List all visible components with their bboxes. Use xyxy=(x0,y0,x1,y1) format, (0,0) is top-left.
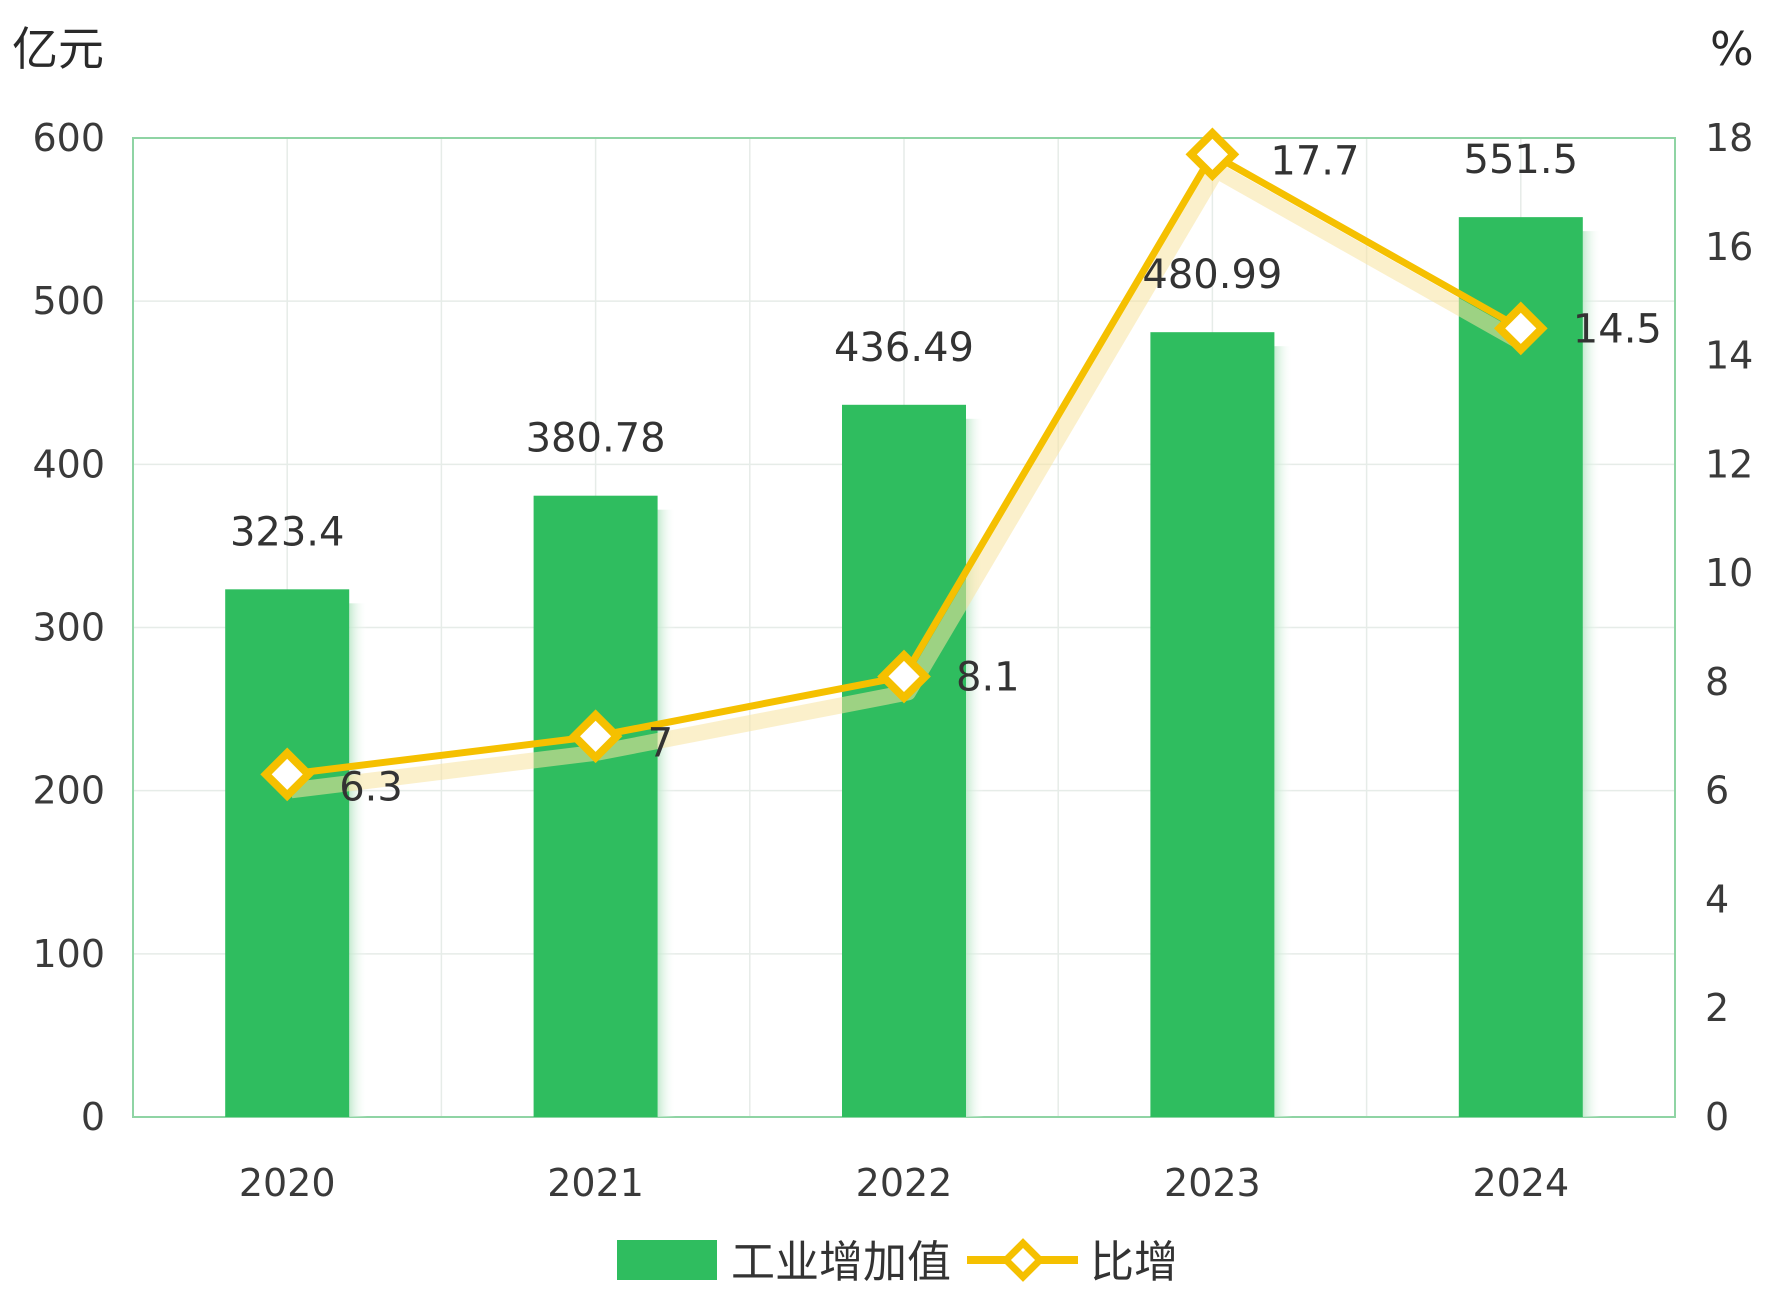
bar-2024 xyxy=(1458,217,1583,1117)
right-axis-tick-label: 4 xyxy=(1705,877,1729,921)
left-axis-tick-label: 100 xyxy=(32,932,105,976)
left-axis-tick-label: 200 xyxy=(32,769,105,813)
legend-line-marker xyxy=(1001,1238,1045,1282)
x-axis-tick-label: 2022 xyxy=(856,1161,953,1205)
left-axis-unit: 亿元 xyxy=(12,22,104,76)
x-axis-tick-label: 2020 xyxy=(239,1161,336,1205)
line-value-label: 8.1 xyxy=(956,654,1020,700)
bar-value-label: 480.99 xyxy=(1142,252,1282,298)
bar-series xyxy=(225,217,1601,1117)
left-axis-tick-label: 500 xyxy=(32,279,105,323)
left-axis-tick-label: 600 xyxy=(32,116,105,160)
line-value-label: 17.7 xyxy=(1270,138,1359,184)
right-axis-tick-label: 18 xyxy=(1705,116,1753,160)
bar-shadow xyxy=(966,418,984,1117)
data-labels: 323.4 380.78 436.49 480.99 551.5 6.3 7 8.1 17.7 1… xyxy=(230,137,1662,810)
x-axis-tick-label: 2021 xyxy=(547,1161,644,1205)
legend-line-label: 比增 xyxy=(1090,1237,1178,1288)
bar-value-label: 380.78 xyxy=(526,416,666,462)
right-axis-tick-label: 10 xyxy=(1705,551,1753,595)
line-point-2024 xyxy=(1493,301,1548,356)
bar-shadow xyxy=(349,603,368,1117)
right-axis-tick-label: 2 xyxy=(1705,986,1729,1030)
right-axis-tick-label: 0 xyxy=(1705,1095,1729,1139)
right-axis-tick-label: 8 xyxy=(1705,660,1729,704)
line-point-2022 xyxy=(877,649,931,704)
bar-value-label: 551.5 xyxy=(1464,137,1579,183)
bar-shadow xyxy=(657,509,676,1117)
bar-value-label: 436.49 xyxy=(834,325,974,371)
bar-2023 xyxy=(1150,332,1275,1117)
bar-value-label: 323.4 xyxy=(230,509,345,555)
legend-bar-swatch xyxy=(617,1240,717,1280)
line-point-2023 xyxy=(1185,127,1240,182)
line-value-label: 7 xyxy=(648,720,673,766)
line-point-2020 xyxy=(260,747,315,802)
left-axis-tick-label: 300 xyxy=(32,606,105,650)
bar-2022 xyxy=(842,404,966,1117)
bar-2020 xyxy=(225,589,350,1117)
right-axis-unit: % xyxy=(1710,22,1754,76)
bar-2021 xyxy=(533,495,658,1117)
legend: 工业增加值 比增 xyxy=(617,1237,1178,1288)
left-axis-tick-label: 0 xyxy=(81,1095,105,1139)
right-axis-tick-label: 6 xyxy=(1705,769,1729,813)
legend-bar-label: 工业增加值 xyxy=(731,1237,951,1288)
right-axis-tick-label: 12 xyxy=(1705,442,1753,486)
bar-shadow xyxy=(1274,346,1293,1117)
left-axis-tick-label: 400 xyxy=(32,442,105,486)
line-value-label: 14.5 xyxy=(1573,306,1662,352)
bar-shadow xyxy=(1582,231,1601,1117)
line-point-2021 xyxy=(568,709,623,764)
axes: 亿元 % 0 100 200 300 400 500 600 0 2 4 6 8 10 12 14 16 18 2… xyxy=(12,22,1754,1205)
x-axis-tick-label: 2023 xyxy=(1164,1161,1261,1205)
line-series xyxy=(260,127,1548,802)
line-value-label: 6.3 xyxy=(339,764,403,810)
x-axis-tick-label: 2024 xyxy=(1472,1161,1569,1205)
right-axis-tick-label: 16 xyxy=(1705,225,1753,269)
right-axis-tick-label: 14 xyxy=(1705,334,1753,378)
